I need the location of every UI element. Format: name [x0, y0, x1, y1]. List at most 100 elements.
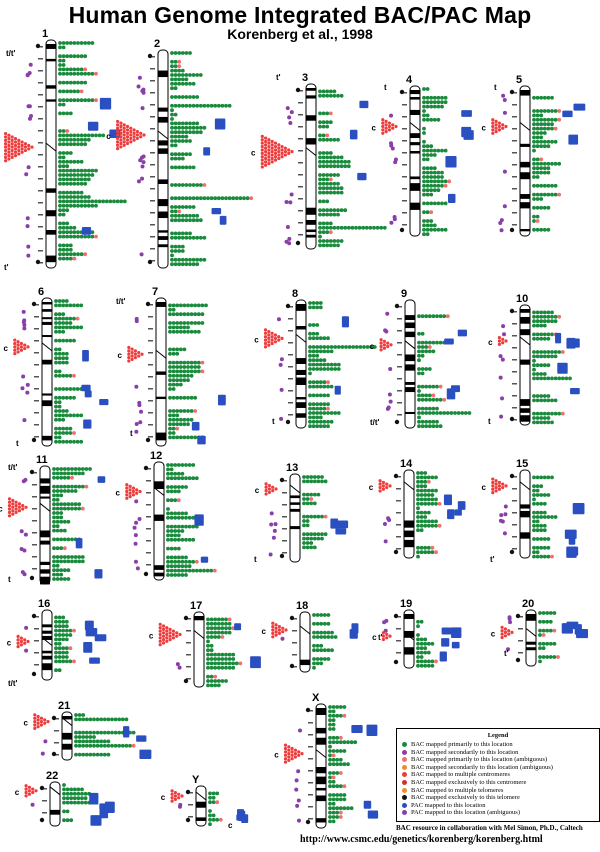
bac-dot [322, 367, 327, 371]
bac-dot [166, 568, 170, 573]
centromere-dot [297, 753, 301, 757]
bac-ambiguous-dot [427, 345, 432, 349]
bac-dot [417, 406, 421, 411]
bac-dot [542, 363, 547, 368]
bac-dot [358, 345, 363, 349]
pac-block [450, 385, 461, 393]
bac-dot [186, 369, 190, 374]
bac-dot [76, 173, 80, 177]
bac-dot [61, 659, 66, 664]
bac-dot [318, 230, 322, 235]
bac-dot [195, 95, 200, 99]
bac-dot [419, 523, 424, 528]
centromere-dot [24, 794, 28, 798]
bac-ambiguous-dot [62, 546, 67, 551]
bac-dot [66, 568, 71, 573]
bac-dot [224, 103, 228, 108]
bac-dot [432, 148, 437, 153]
bac-dot [68, 89, 73, 94]
bac-dot [332, 208, 337, 213]
bac-dot [546, 475, 551, 480]
centromere-dot [161, 638, 166, 642]
chromosome-band [46, 99, 56, 102]
centromere-dot [4, 155, 8, 159]
bac-dot [336, 137, 340, 142]
bac-dot [184, 555, 188, 560]
bac-dot [532, 109, 536, 113]
bac-dot [532, 144, 536, 149]
bac-dot [535, 336, 540, 341]
bac-dot [77, 735, 82, 739]
bac-dot [419, 471, 424, 475]
bac-dot [417, 384, 421, 389]
bac-dot [184, 262, 189, 267]
bac-dot [532, 497, 536, 502]
centromere-dot [137, 354, 141, 358]
band-label-tick [34, 304, 39, 306]
secondary-dot [23, 532, 28, 537]
centromere-dot [4, 131, 8, 136]
telomere-label: t [384, 83, 387, 92]
centromere-dot [10, 145, 14, 149]
bac-dot [79, 133, 84, 138]
bac-dot [552, 641, 557, 646]
chromosome-band [156, 396, 166, 400]
band-label-tick [150, 224, 155, 226]
chromosome-band [156, 371, 166, 375]
bac-dot [169, 555, 174, 560]
centromere-dot [379, 344, 383, 349]
bac-dot [52, 568, 56, 573]
legend-title: Legend [487, 732, 509, 739]
bac-dot [311, 424, 316, 429]
telomere-dot [31, 613, 37, 619]
bac-dot [168, 351, 172, 356]
bac-dot [535, 170, 540, 175]
band-label-tick [32, 544, 37, 546]
bac-dot [64, 321, 69, 325]
bac-dot [173, 143, 178, 148]
pac-block [203, 147, 211, 156]
bac-dot [65, 787, 70, 792]
legend-label: PAC mapped to this location [411, 801, 486, 809]
bac-dot [553, 192, 558, 197]
bac-dot [61, 199, 66, 204]
bac-dot [539, 350, 544, 354]
bac-dot [379, 225, 384, 230]
bac-dot [420, 419, 425, 424]
bac-dot [173, 51, 178, 55]
bac-dot [539, 394, 544, 398]
bac-dot [328, 775, 332, 780]
bac-dot [65, 142, 70, 147]
bac-dot [333, 362, 338, 367]
centromere-dot [267, 490, 271, 494]
centromere-dot [384, 126, 388, 130]
bac-dot [339, 93, 344, 98]
bac-dot [550, 183, 554, 188]
url-link[interactable]: http://www.csmc.edu/genetics/korenberg/k… [300, 834, 543, 845]
secondary-dot [24, 172, 29, 177]
bac-dot [553, 398, 558, 403]
centromere-dot [142, 133, 146, 137]
pac-block [576, 628, 589, 639]
centromere-dot [119, 124, 123, 129]
pac-block [241, 814, 249, 823]
bac-dot [58, 252, 62, 257]
bac-dot [227, 661, 232, 666]
bac-ambiguous-dot [72, 628, 76, 633]
bac-dot [542, 515, 547, 519]
bac-dot [425, 183, 430, 188]
bac-dot [64, 624, 69, 629]
centromere-dot [129, 130, 133, 134]
bac-dot [431, 384, 436, 389]
chromosome-ideogram [193, 611, 205, 688]
bac-dot [68, 168, 73, 173]
bac-dot [339, 239, 344, 243]
centromere-dot [271, 631, 275, 636]
bac-dot [424, 419, 429, 424]
centromere-dot [267, 151, 271, 155]
bac-dot [545, 611, 550, 615]
secondary-dot [137, 403, 142, 408]
bac-dot [535, 354, 540, 359]
centromere-dot [283, 150, 287, 154]
centromere-dot [27, 143, 31, 148]
